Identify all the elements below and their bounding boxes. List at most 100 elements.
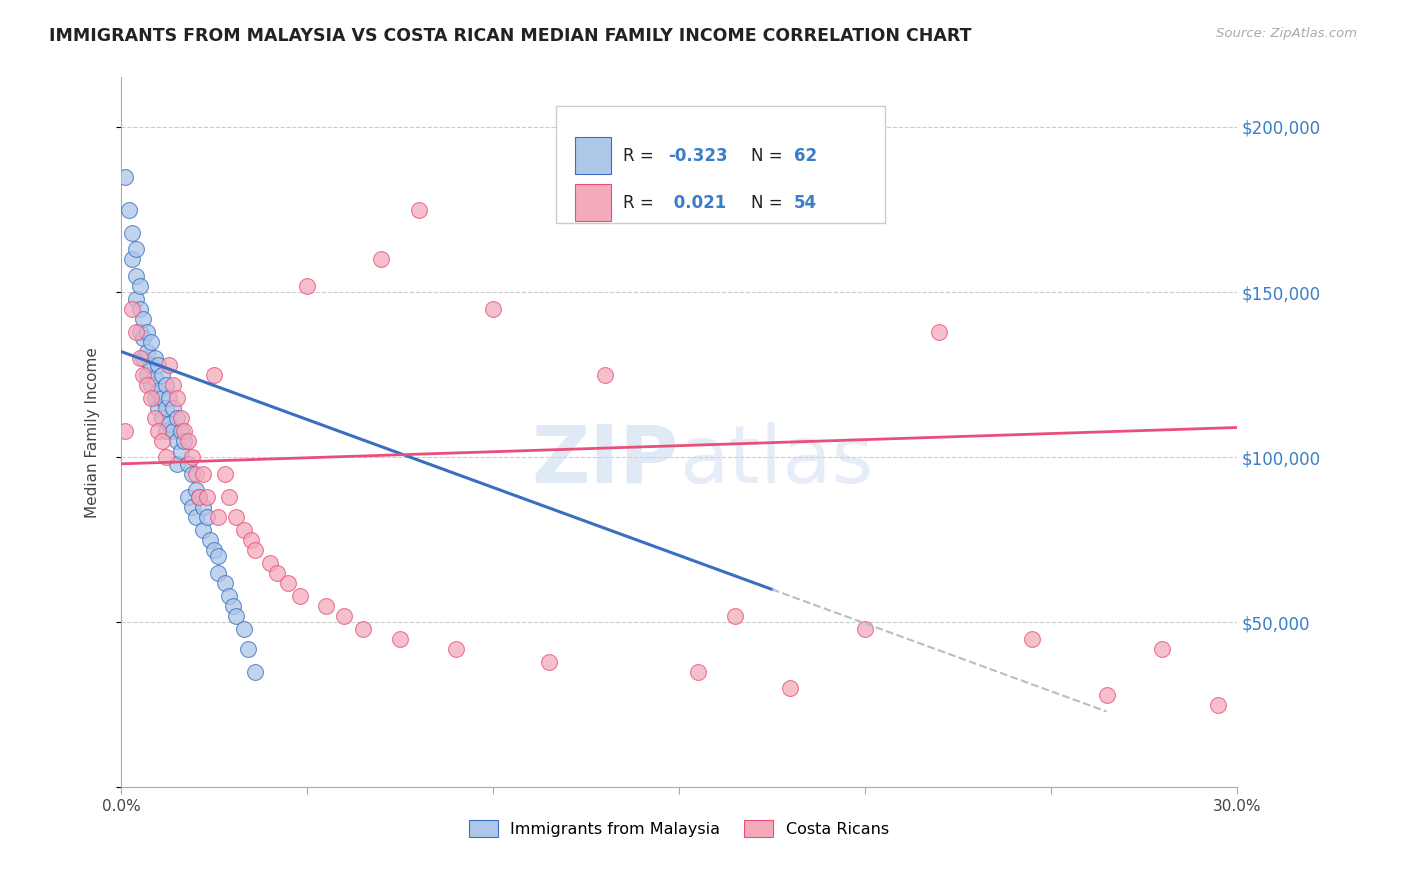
Point — [389, 632, 412, 646]
Point — [202, 368, 225, 382]
Point — [259, 556, 281, 570]
Point — [128, 325, 150, 339]
Point — [150, 410, 173, 425]
Point — [232, 523, 254, 537]
Point — [243, 542, 266, 557]
Point — [188, 490, 211, 504]
Point — [686, 665, 709, 679]
Point — [150, 391, 173, 405]
Point — [277, 575, 299, 590]
Point — [240, 533, 263, 547]
Point — [207, 566, 229, 580]
Point — [724, 608, 747, 623]
Point — [207, 509, 229, 524]
Point — [117, 202, 139, 217]
Text: -0.323: -0.323 — [668, 146, 727, 165]
Point — [114, 169, 136, 184]
Point — [1095, 688, 1118, 702]
Point — [295, 278, 318, 293]
Text: N =: N = — [751, 194, 789, 212]
Point — [537, 655, 560, 669]
FancyBboxPatch shape — [575, 137, 610, 174]
Point — [180, 450, 202, 465]
Text: ZIP: ZIP — [531, 422, 679, 500]
Point — [162, 401, 184, 415]
Point — [180, 467, 202, 481]
Point — [166, 457, 188, 471]
Text: Source: ZipAtlas.com: Source: ZipAtlas.com — [1216, 27, 1357, 40]
Point — [125, 325, 148, 339]
Point — [159, 358, 181, 372]
Point — [200, 533, 222, 547]
Y-axis label: Median Family Income: Median Family Income — [86, 347, 100, 518]
Legend: Immigrants from Malaysia, Costa Ricans: Immigrants from Malaysia, Costa Ricans — [463, 814, 896, 844]
Point — [128, 301, 150, 316]
Point — [370, 252, 392, 266]
Point — [136, 368, 159, 382]
Point — [121, 301, 143, 316]
FancyBboxPatch shape — [557, 106, 886, 223]
Point — [136, 344, 159, 359]
Point — [166, 410, 188, 425]
Point — [132, 331, 155, 345]
Point — [169, 443, 191, 458]
Point — [243, 665, 266, 679]
FancyBboxPatch shape — [575, 185, 610, 221]
Point — [928, 325, 950, 339]
Point — [150, 368, 173, 382]
Text: IMMIGRANTS FROM MALAYSIA VS COSTA RICAN MEDIAN FAMILY INCOME CORRELATION CHART: IMMIGRANTS FROM MALAYSIA VS COSTA RICAN … — [49, 27, 972, 45]
Point — [155, 401, 177, 415]
Point — [162, 424, 184, 438]
Point — [139, 358, 162, 372]
Point — [125, 268, 148, 283]
Point — [214, 575, 236, 590]
Point — [207, 549, 229, 564]
Point — [159, 417, 181, 432]
Point — [169, 410, 191, 425]
Point — [136, 325, 159, 339]
Point — [408, 202, 430, 217]
Point — [315, 599, 337, 613]
Point — [288, 589, 311, 603]
Point — [139, 334, 162, 349]
Point — [593, 368, 616, 382]
Text: 0.021: 0.021 — [668, 194, 725, 212]
Point — [266, 566, 288, 580]
Point — [221, 599, 243, 613]
Point — [188, 490, 211, 504]
Point — [214, 467, 236, 481]
Point — [1152, 641, 1174, 656]
Point — [177, 434, 200, 448]
Point — [191, 523, 214, 537]
Point — [148, 358, 170, 372]
Point — [159, 391, 181, 405]
Point — [166, 391, 188, 405]
Point — [225, 509, 247, 524]
Point — [191, 467, 214, 481]
Point — [132, 351, 155, 366]
Point — [195, 509, 218, 524]
Point — [132, 311, 155, 326]
Point — [139, 377, 162, 392]
Point — [128, 278, 150, 293]
Point — [166, 434, 188, 448]
Point — [132, 368, 155, 382]
Point — [162, 377, 184, 392]
Point — [236, 641, 259, 656]
Point — [191, 500, 214, 514]
Text: atlas: atlas — [679, 422, 873, 500]
Point — [225, 608, 247, 623]
Point — [232, 622, 254, 636]
Text: N =: N = — [751, 146, 789, 165]
Text: 54: 54 — [794, 194, 817, 212]
Point — [444, 641, 467, 656]
Point — [195, 490, 218, 504]
Text: R =: R = — [623, 146, 659, 165]
Point — [125, 292, 148, 306]
Point — [125, 242, 148, 256]
Point — [218, 589, 240, 603]
Point — [482, 301, 505, 316]
Point — [114, 424, 136, 438]
Point — [779, 681, 801, 696]
Point — [1206, 698, 1229, 712]
